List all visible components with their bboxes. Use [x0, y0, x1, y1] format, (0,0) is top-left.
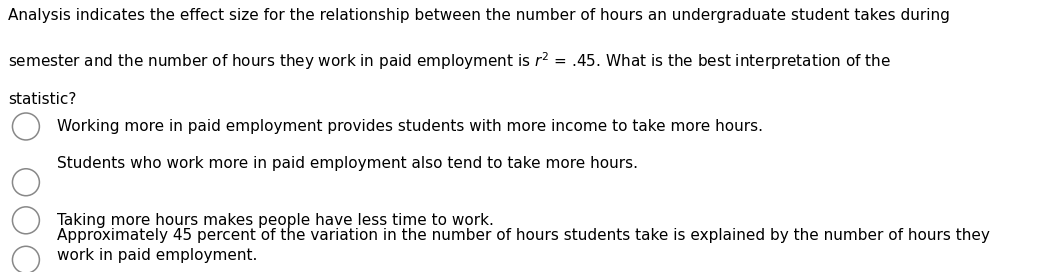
Text: statistic?: statistic? [8, 92, 77, 107]
Text: Students who work more in paid employment also tend to take more hours.: Students who work more in paid employmen… [57, 156, 638, 171]
Text: semester and the number of hours they work in paid employment is $r^2$ = .45. Wh: semester and the number of hours they wo… [8, 50, 892, 72]
Text: Working more in paid employment provides students with more income to take more : Working more in paid employment provides… [57, 119, 763, 134]
Text: Analysis indicates the effect size for the relationship between the number of ho: Analysis indicates the effect size for t… [8, 8, 950, 23]
Text: Approximately 45 percent of the variation in the number of hours students take i: Approximately 45 percent of the variatio… [57, 228, 990, 263]
Text: Taking more hours makes people have less time to work.: Taking more hours makes people have less… [57, 213, 494, 228]
